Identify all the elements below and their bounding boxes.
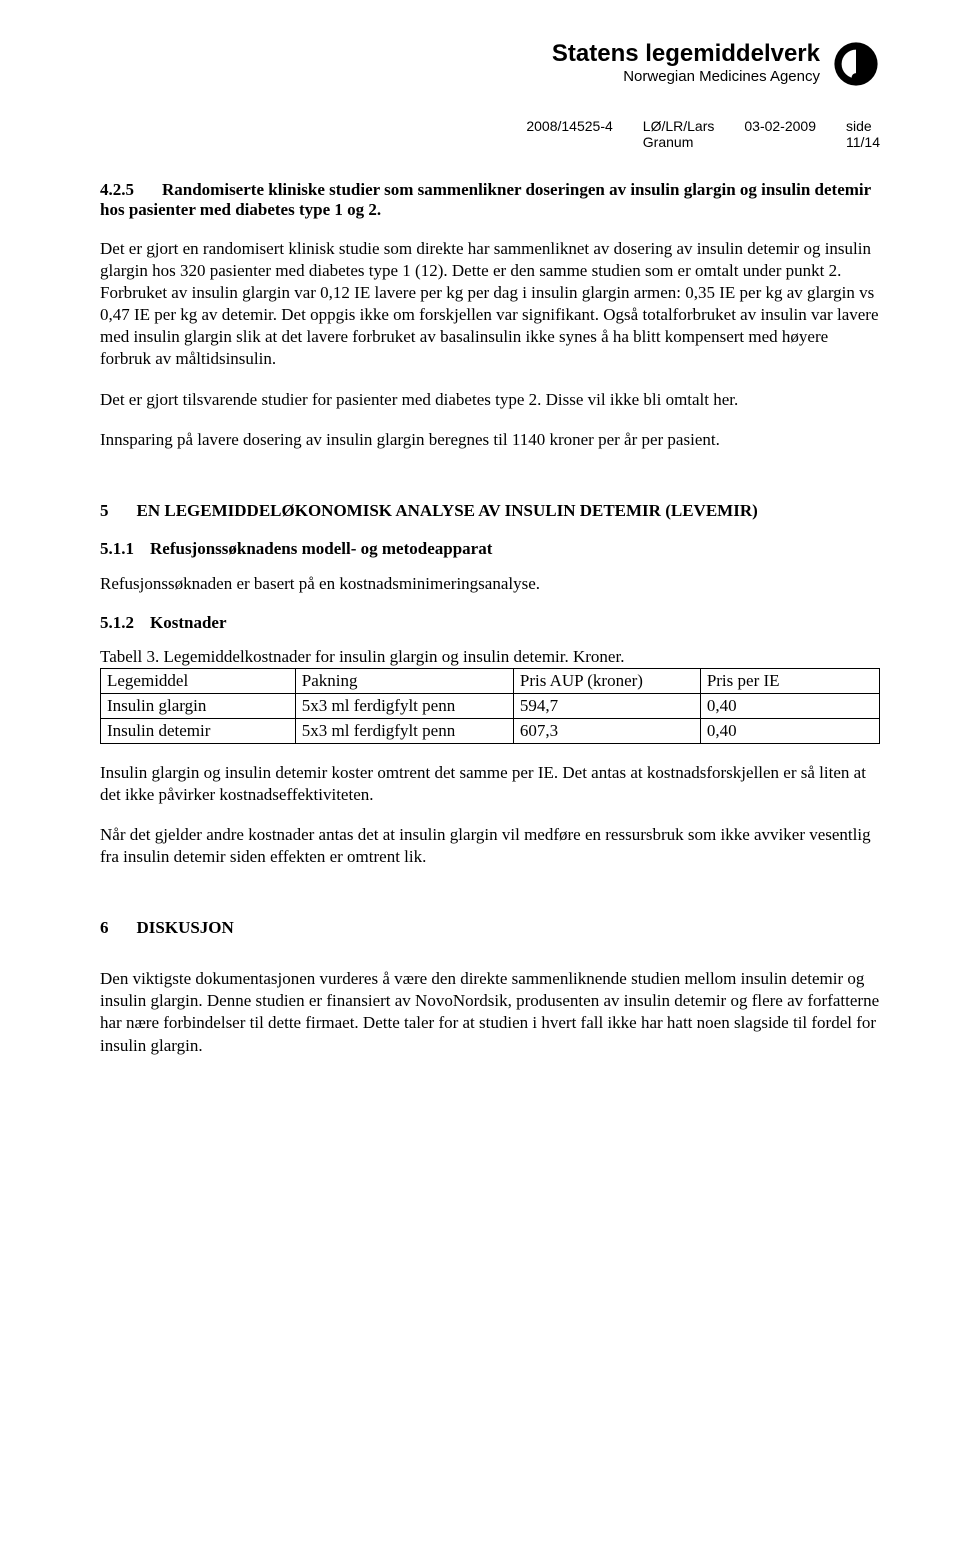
section-5-1-2-p2: Når det gjelder andre kostnader antas de… — [100, 824, 880, 868]
section-5-1-2-num: 5.1.2 — [100, 613, 134, 633]
header-text-block: Statens legemiddelverk Norwegian Medicin… — [552, 40, 820, 85]
meta-dept-line2: Granum — [643, 134, 715, 150]
table-row: Insulin glargin 5x3 ml ferdigfylt penn 5… — [101, 693, 880, 718]
section-5-num: 5 — [100, 501, 109, 521]
org-subtitle: Norwegian Medicines Agency — [552, 68, 820, 85]
document-meta: 2008/14525-4 LØ/LR/Lars Granum 03-02-200… — [100, 118, 880, 150]
table-cell: 0,40 — [700, 718, 879, 743]
section-6-num: 6 — [100, 918, 109, 938]
section-4-2-5-p3: Innsparing på lavere dosering av insulin… — [100, 429, 880, 451]
meta-ref: 2008/14525-4 — [526, 118, 612, 150]
section-5-1-2-p1: Insulin glargin og insulin detemir koste… — [100, 762, 880, 806]
meta-dept: LØ/LR/Lars Granum — [643, 118, 715, 150]
section-5-heading: 5 EN LEGEMIDDELØKONOMISK ANALYSE AV INSUL… — [100, 501, 880, 521]
section-5-1-1-heading: 5.1.1 Refusjonssøknadens modell- og metod… — [100, 539, 880, 559]
table-header-cell: Pris AUP (kroner) — [513, 668, 700, 693]
section-4-2-5-p1: Det er gjort en randomisert klinisk stud… — [100, 238, 880, 371]
table-header-cell: Pakning — [295, 668, 513, 693]
table-cell: 5x3 ml ferdigfylt penn — [295, 693, 513, 718]
table-cell: 5x3 ml ferdigfylt penn — [295, 718, 513, 743]
table-row: Insulin detemir 5x3 ml ferdigfylt penn 6… — [101, 718, 880, 743]
section-5-1-2-title: Kostnader — [150, 613, 227, 632]
section-5-title: EN LEGEMIDDELØKONOMISK ANALYSE AV INSULI… — [137, 501, 758, 520]
section-5-1-1-p1: Refusjonssøknaden er basert på en kostna… — [100, 573, 880, 595]
section-6-p1: Den viktigste dokumentasjonen vurderes å… — [100, 968, 880, 1056]
table-cell: Insulin glargin — [101, 693, 296, 718]
table-3-caption: Tabell 3. Legemiddelkostnader for insuli… — [100, 647, 880, 667]
section-6-heading: 6 DISKUSJON — [100, 918, 880, 938]
meta-page: side 11/14 — [846, 118, 880, 150]
document-header: Statens legemiddelverk Norwegian Medicin… — [100, 40, 880, 88]
agency-logo-icon — [832, 40, 880, 88]
section-4-2-5-title: Randomiserte kliniske studier som sammen… — [100, 180, 871, 219]
meta-page-label: side — [846, 118, 880, 134]
section-4-2-5-num: 4.2.5 — [100, 180, 134, 200]
section-4-2-5-p2: Det er gjort tilsvarende studier for pas… — [100, 389, 880, 411]
meta-page-num: 11/14 — [846, 134, 880, 150]
section-5-1-1-title: Refusjonssøknadens modell- og metodeappa… — [150, 539, 492, 558]
table-cell: Insulin detemir — [101, 718, 296, 743]
section-4-2-5-heading: 4.2.5Randomiserte kliniske studier som s… — [100, 180, 880, 220]
table-3: Legemiddel Pakning Pris AUP (kroner) Pri… — [100, 668, 880, 744]
table-cell: 607,3 — [513, 718, 700, 743]
section-5-1-1-num: 5.1.1 — [100, 539, 134, 559]
table-header-cell: Legemiddel — [101, 668, 296, 693]
table-cell: 0,40 — [700, 693, 879, 718]
table-cell: 594,7 — [513, 693, 700, 718]
section-5-1-2-heading: 5.1.2 Kostnader — [100, 613, 880, 633]
org-title: Statens legemiddelverk — [552, 40, 820, 68]
table-header-cell: Pris per IE — [700, 668, 879, 693]
meta-date: 03-02-2009 — [744, 118, 816, 150]
meta-dept-line1: LØ/LR/Lars — [643, 118, 715, 134]
table-row: Legemiddel Pakning Pris AUP (kroner) Pri… — [101, 668, 880, 693]
section-6-title: DISKUSJON — [137, 918, 234, 937]
